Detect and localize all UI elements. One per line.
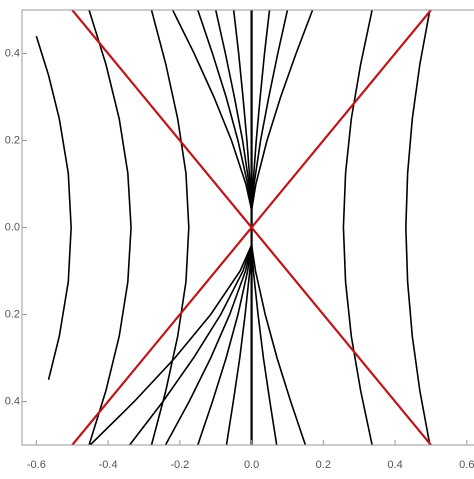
y-tick-label: 0.4	[5, 395, 20, 407]
x-tick-label: -0.6	[27, 459, 46, 471]
curve	[225, 244, 253, 445]
curve	[89, 244, 253, 445]
plot-area	[35, 10, 432, 445]
x-tick-label: 0.2	[316, 459, 331, 471]
x-tick-label: 0.6	[459, 459, 474, 471]
curve	[250, 244, 278, 445]
y-tick-label: 0.4	[5, 47, 20, 59]
y-tick-label: 0.2	[5, 134, 20, 146]
curve	[88, 10, 132, 445]
curve	[197, 10, 253, 211]
curve	[128, 244, 253, 445]
curve	[342, 10, 373, 445]
curve	[250, 10, 289, 211]
curve	[71, 10, 432, 445]
curve	[405, 10, 431, 445]
x-tick-label: -0.4	[99, 459, 118, 471]
curve	[250, 244, 307, 445]
curve	[150, 10, 190, 445]
x-tick-label: -0.2	[170, 459, 189, 471]
x-tick-label: 0.0	[244, 459, 259, 471]
curve	[164, 244, 253, 445]
curve	[35, 35, 72, 380]
curve	[250, 10, 271, 211]
curve	[197, 244, 253, 445]
curve	[171, 10, 253, 211]
y-tick-label: 0.2	[5, 308, 20, 320]
curve	[232, 10, 253, 211]
curve	[214, 10, 253, 211]
x-tick-label: 0.4	[387, 459, 402, 471]
curve	[250, 10, 314, 211]
y-tick-label: 0.0	[5, 221, 20, 233]
